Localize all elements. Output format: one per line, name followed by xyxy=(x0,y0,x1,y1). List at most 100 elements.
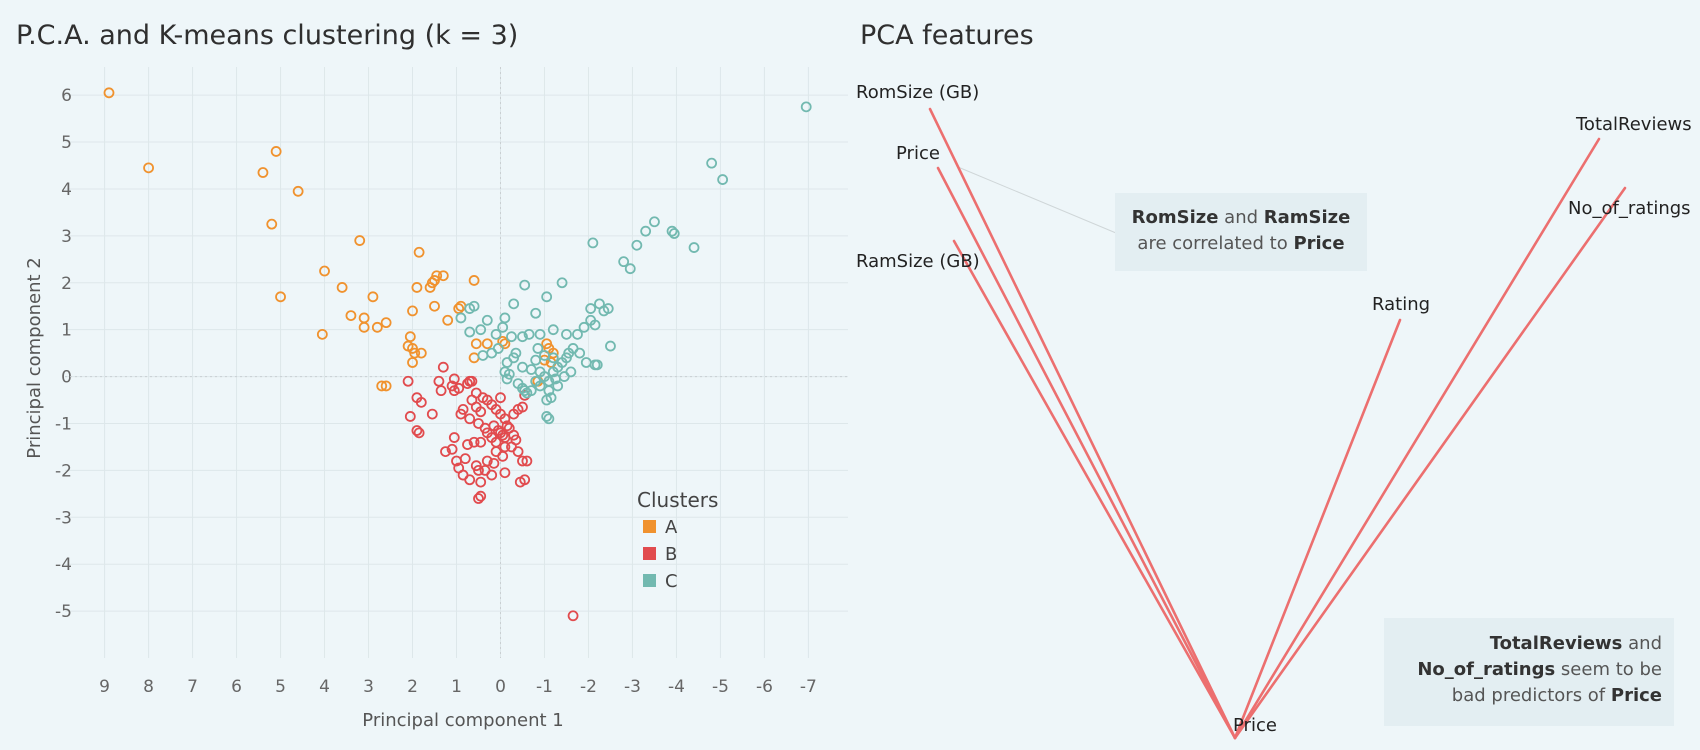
point-cluster-c xyxy=(501,357,513,368)
x-tick-label: -2 xyxy=(580,677,597,697)
annotation-leader-line xyxy=(957,166,1117,234)
x-axis-label: Principal component 1 xyxy=(362,710,563,731)
point-cluster-a xyxy=(371,321,383,333)
point-cluster-c xyxy=(591,359,603,371)
point-cluster-c xyxy=(497,321,509,333)
x-tick-label: -3 xyxy=(624,677,641,697)
annotation-emphasis: Price xyxy=(1610,685,1662,706)
point-cluster-b xyxy=(433,375,445,387)
point-cluster-c xyxy=(717,174,729,185)
point-cluster-c xyxy=(605,340,616,352)
point-cluster-c xyxy=(589,319,601,331)
point-cluster-b xyxy=(499,467,511,479)
point-cluster-b xyxy=(495,392,506,404)
point-cluster-c xyxy=(668,228,680,239)
point-cluster-a xyxy=(319,265,330,277)
x-tick-label: 1 xyxy=(451,677,462,697)
point-cluster-a xyxy=(407,357,418,368)
point-cluster-b xyxy=(486,469,498,481)
point-cluster-a xyxy=(380,380,392,392)
point-cluster-b xyxy=(475,436,487,448)
point-cluster-b xyxy=(464,474,476,486)
point-cluster-c xyxy=(706,157,718,169)
point-cluster-b xyxy=(475,490,487,502)
point-cluster-b xyxy=(426,408,438,420)
legend-swatch-c xyxy=(643,574,656,587)
point-cluster-b xyxy=(488,457,500,469)
point-cluster-c xyxy=(530,375,542,387)
point-cluster-c xyxy=(523,328,535,340)
point-cluster-a xyxy=(424,282,436,293)
point-cluster-c xyxy=(666,225,678,237)
feature-vector xyxy=(952,239,1237,740)
annotation-text: seem to be bad predictors of xyxy=(1451,659,1662,706)
annotation-emphasis: RomSize xyxy=(1131,207,1219,228)
feature-label: No_of_ratings xyxy=(1568,198,1691,219)
annotation-emphasis: TotalReviews xyxy=(1489,633,1623,654)
feature-vector xyxy=(1233,137,1601,740)
point-cluster-a xyxy=(345,310,357,321)
point-cluster-c xyxy=(517,331,528,343)
point-cluster-a xyxy=(413,246,425,258)
x-tick-label: -5 xyxy=(712,677,729,697)
point-cluster-a xyxy=(407,305,418,317)
point-cluster-a xyxy=(143,162,154,174)
point-cluster-b xyxy=(519,474,531,486)
point-cluster-b xyxy=(521,455,533,467)
point-cluster-b xyxy=(446,443,458,455)
x-tick-label: 2 xyxy=(407,677,418,697)
point-cluster-a xyxy=(336,282,348,293)
legend-label-a: A xyxy=(665,517,678,538)
y-tick-label: -2 xyxy=(55,461,72,481)
point-cluster-a xyxy=(270,146,282,157)
y-tick-label: 0 xyxy=(61,368,72,388)
point-cluster-b xyxy=(455,408,467,420)
x-tick-label: 0 xyxy=(495,677,506,697)
point-cluster-a xyxy=(358,321,370,333)
feature-vector xyxy=(928,107,1237,740)
point-cluster-a xyxy=(376,380,388,392)
point-cluster-c xyxy=(649,216,660,228)
x-tick-label: 3 xyxy=(363,677,374,697)
point-cluster-c xyxy=(530,354,542,366)
annotation-emphasis: Price xyxy=(1293,233,1345,254)
point-cluster-b xyxy=(497,429,509,441)
point-cluster-b xyxy=(459,453,471,465)
point-cluster-b xyxy=(440,446,451,458)
y-axis-label: Principal component 2 xyxy=(24,257,45,458)
point-cluster-b xyxy=(506,441,517,453)
point-cluster-c xyxy=(512,378,524,390)
y-tick-label: -4 xyxy=(55,555,72,575)
point-cluster-c xyxy=(556,277,568,289)
point-cluster-c xyxy=(572,328,583,340)
feature-label: RamSize (GB) xyxy=(856,251,980,272)
point-cluster-b xyxy=(453,382,465,394)
y-tick-label: 6 xyxy=(61,86,72,106)
x-tick-label: 8 xyxy=(143,677,154,697)
y-tick-label: 2 xyxy=(61,274,72,294)
annotation-text: and xyxy=(1218,207,1264,228)
annotation-text: are correlated to xyxy=(1137,233,1294,254)
origin-label: Price xyxy=(1233,715,1277,736)
point-cluster-c xyxy=(585,303,597,314)
feature-label: Rating xyxy=(1372,294,1430,315)
annotation-text: and xyxy=(1622,633,1662,654)
point-cluster-b xyxy=(475,406,487,418)
point-cluster-c xyxy=(547,324,559,336)
feature-vector xyxy=(936,166,1237,740)
point-cluster-b xyxy=(473,464,484,476)
point-cluster-a xyxy=(103,87,115,99)
x-tick-label: 4 xyxy=(319,677,330,697)
x-tick-label: 6 xyxy=(231,677,242,697)
y-tick-label: 4 xyxy=(61,180,72,200)
feature-vector xyxy=(1233,318,1402,740)
x-tick-label: 9 xyxy=(99,677,110,697)
y-tick-label: -5 xyxy=(55,602,72,622)
point-cluster-c xyxy=(552,380,564,392)
point-cluster-a xyxy=(380,317,392,329)
point-cluster-a xyxy=(316,328,328,340)
point-cluster-a xyxy=(429,300,440,312)
point-cluster-c xyxy=(800,101,812,113)
